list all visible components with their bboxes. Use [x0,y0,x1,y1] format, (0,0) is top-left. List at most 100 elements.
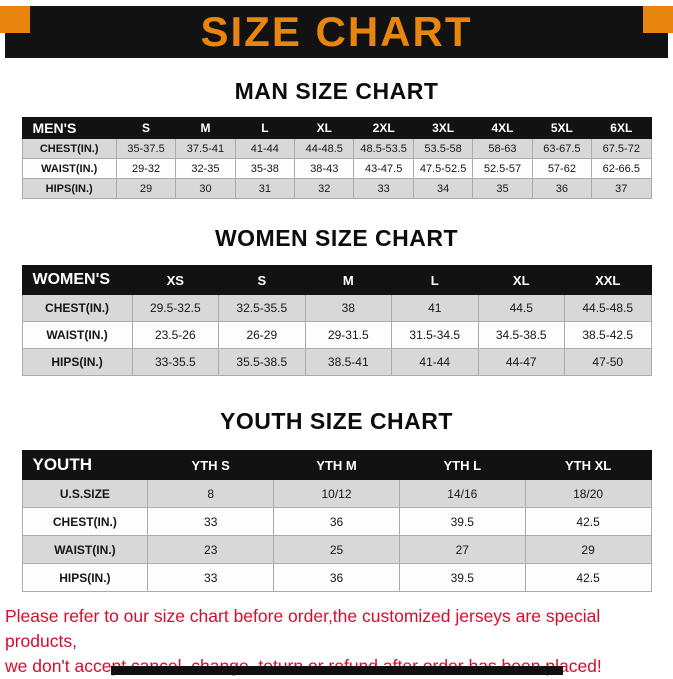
size-value-cell: 44-48.5 [294,138,355,159]
size-value-cell: 47-50 [563,348,652,376]
table-row: CHEST(IN.) 33 36 39.5 42.5 [21,507,652,536]
size-value-cell: 63-67.5 [531,138,593,159]
size-value-cell: 29.5-32.5 [131,294,220,322]
measure-row-label: HIPS(IN.) [21,348,133,376]
size-value-cell: 33 [147,507,275,536]
size-value-cell: 38-43 [294,158,355,179]
size-value-cell: 10/12 [273,479,400,508]
size-value-cell: 32.5-35.5 [218,294,306,322]
table-row: HIPS(IN.) 29 30 31 32 33 34 35 36 37 [21,178,652,199]
size-value-cell: 48.5-53.5 [353,138,414,159]
size-value-cell: 8 [147,479,275,508]
size-column-header: XXL [563,265,652,295]
size-value-cell: 34.5-38.5 [477,321,565,349]
size-column-header: YTH L [398,450,526,480]
size-column-header: 4XL [472,117,533,139]
size-value-cell: 23.5-26 [131,321,220,349]
size-column-header: YTH M [273,450,400,480]
size-value-cell: 58-63 [472,138,533,159]
size-column-header: L [391,265,479,295]
section-title-women: WOMEN SIZE CHART [214,225,459,251]
size-column-header: XL [294,117,355,139]
size-value-cell: 31 [234,178,296,199]
size-value-cell: 35-37.5 [115,138,177,159]
measure-row-label: WAIST(IN.) [21,535,149,564]
size-value-cell: 32-35 [175,158,236,179]
size-value-cell: 26-29 [218,321,306,349]
table-header-row: MEN'S S M L XL 2XL 3XL 4XL 5XL 6XL [21,117,652,139]
size-chart-page: SIZE CHART MAN SIZE CHART MEN'S S M L XL 2XL 3… [0,6,673,679]
table-row: WAIST(IN.) 29-32 32-35 35-38 38-43 43-47.5 47.… [21,158,652,179]
size-value-cell: 39.5 [398,507,526,536]
size-value-cell: 42.5 [524,563,652,592]
youth-size-table: YOUTH YTH S YTH M YTH L YTH XL U.S.SIZE 8 10/12… [21,450,652,592]
women-size-chart-section: WOMEN SIZE CHART WOMEN'S XS S M L XL XXL CHEST(… [0,225,673,376]
table-row: CHEST(IN.) 35-37.5 37.5-41 41-44 44-48.5 48.5… [21,138,652,159]
table-row: HIPS(IN.) 33-35.5 35.5-38.5 38.5-41 41-44 44-… [21,348,652,376]
women-size-table: WOMEN'S XS S M L XL XXL CHEST(IN.) 29.5-32.5 32.5… [21,265,652,376]
table-corner-label: WOMEN'S [21,265,133,295]
size-value-cell: 29 [524,535,652,564]
size-value-cell: 34 [412,178,474,199]
size-value-cell: 30 [175,178,236,199]
size-value-cell: 35-38 [234,158,296,179]
size-column-header: L [234,117,296,139]
table-corner-label: MEN'S [21,117,117,139]
size-column-header: 3XL [412,117,474,139]
corner-accent-right [643,6,673,33]
size-column-header: M [304,265,393,295]
size-value-cell: 57-62 [531,158,593,179]
size-value-cell: 41-44 [391,348,479,376]
section-title-man: MAN SIZE CHART [234,78,439,104]
size-value-cell: 38.5-42.5 [563,321,652,349]
size-value-cell: 42.5 [524,507,652,536]
section-title-youth: YOUTH SIZE CHART [220,408,453,434]
table-row: CHEST(IN.) 29.5-32.5 32.5-35.5 38 41 44.5 44.5… [21,294,652,322]
size-value-cell: 41-44 [234,138,296,159]
page-title: SIZE CHART [200,8,473,55]
size-column-header: S [115,117,177,139]
size-value-cell: 35.5-38.5 [218,348,306,376]
size-value-cell: 53.5-58 [412,138,474,159]
size-value-cell: 36 [273,563,400,592]
size-value-cell: 38 [304,294,393,322]
main-title-banner: SIZE CHART [5,6,668,58]
size-value-cell: 36 [531,178,593,199]
size-value-cell: 37 [591,178,652,199]
size-value-cell: 33 [147,563,275,592]
corner-accent-left [0,6,30,33]
size-value-cell: 44-47 [477,348,565,376]
disclaimer-line-1: Please refer to our size chart before or… [5,606,601,651]
measure-row-label: HIPS(IN.) [21,178,117,199]
size-value-cell: 33-35.5 [131,348,220,376]
size-value-cell: 44.5-48.5 [563,294,652,322]
size-value-cell: 36 [273,507,400,536]
size-value-cell: 18/20 [524,479,652,508]
size-value-cell: 37.5-41 [175,138,236,159]
man-size-table: MEN'S S M L XL 2XL 3XL 4XL 5XL 6XL CHEST(IN.) 35-37… [21,117,652,199]
table-row: HIPS(IN.) 33 36 39.5 42.5 [21,563,652,592]
size-value-cell: 27 [398,535,526,564]
size-value-cell: 44.5 [477,294,565,322]
table-header-row: WOMEN'S XS S M L XL XXL [21,265,652,295]
youth-size-chart-section: YOUTH SIZE CHART YOUTH YTH S YTH M YTH L YTH… [0,408,673,592]
size-value-cell: 39.5 [398,563,526,592]
size-value-cell: 23 [147,535,275,564]
measure-row-label: WAIST(IN.) [21,321,133,349]
size-column-header: S [218,265,306,295]
size-value-cell: 29-31.5 [304,321,393,349]
size-column-header: XL [477,265,565,295]
table-corner-label: YOUTH [21,450,149,480]
measure-row-label: CHEST(IN.) [21,138,117,159]
size-value-cell: 67.5-72 [591,138,652,159]
cropped-bottom-banner [111,666,563,675]
table-row: WAIST(IN.) 23.5-26 26-29 29-31.5 31.5-34.5 34… [21,321,652,349]
table-row: U.S.SIZE 8 10/12 14/16 18/20 [21,479,652,508]
size-column-header: YTH XL [524,450,652,480]
table-row: WAIST(IN.) 23 25 27 29 [21,535,652,564]
size-value-cell: 41 [391,294,479,322]
size-value-cell: 29-32 [115,158,177,179]
size-value-cell: 38.5-41 [304,348,393,376]
size-value-cell: 35 [472,178,533,199]
measure-row-label: CHEST(IN.) [21,294,133,322]
